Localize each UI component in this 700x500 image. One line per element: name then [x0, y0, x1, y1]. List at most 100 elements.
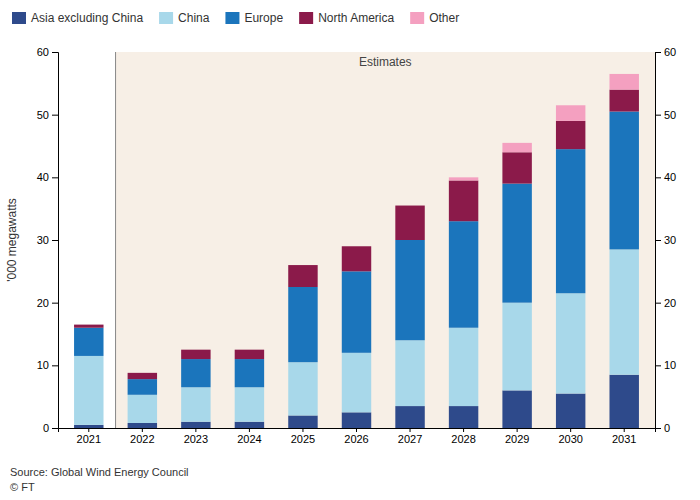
- bar-segment: [74, 325, 103, 328]
- bar-segment: [128, 373, 157, 379]
- tick-mark: [52, 428, 58, 429]
- bar-segment: [449, 406, 478, 428]
- legend-item: Asia excluding China: [12, 11, 143, 25]
- tick: 40: [37, 171, 58, 183]
- tick: 2030: [558, 428, 582, 445]
- bar-segment: [449, 180, 478, 221]
- bar-segment: [556, 105, 585, 121]
- bar-segment: [502, 143, 531, 152]
- tick: 2021: [77, 428, 101, 445]
- bar-segment: [235, 422, 264, 428]
- tick-label: 40: [664, 171, 676, 183]
- tick-mark: [410, 428, 411, 432]
- estimates-divider: [115, 52, 116, 428]
- y-axis: 0102030405060: [37, 46, 59, 434]
- plot-area: Estimates2021202220232024202520262027202…: [37, 46, 677, 445]
- legend-label: Other: [429, 11, 459, 25]
- tick-mark: [463, 428, 464, 432]
- tick-label: 40: [37, 171, 49, 183]
- series-1: [74, 249, 639, 424]
- tick-mark: [302, 428, 303, 432]
- tick: 2028: [451, 428, 475, 445]
- tick: 2025: [291, 428, 315, 445]
- tick-label: 2027: [398, 433, 422, 445]
- tick: 40: [655, 171, 676, 183]
- bar-segment: [288, 265, 317, 287]
- legend-item: North America: [299, 11, 394, 25]
- tick-label: 2028: [451, 433, 475, 445]
- legend-swatch: [159, 12, 173, 24]
- tick: 2023: [184, 428, 208, 445]
- bar-segment: [288, 362, 317, 415]
- tick: 2026: [344, 428, 368, 445]
- tick-label: 2025: [291, 433, 315, 445]
- tick: 2029: [505, 428, 529, 445]
- bar-segment: [342, 353, 371, 413]
- tick-mark: [655, 240, 661, 241]
- tick-label: 0: [43, 422, 49, 434]
- bar-segment: [128, 395, 157, 423]
- tick-mark: [52, 115, 58, 116]
- tick: 20: [37, 297, 58, 309]
- axis-line: [59, 429, 656, 433]
- bar-segment: [395, 206, 424, 240]
- tick: 60: [37, 46, 58, 58]
- tick-label: 2030: [558, 433, 582, 445]
- tick-mark: [52, 365, 58, 366]
- tick-mark: [249, 428, 250, 432]
- bar-segment: [502, 184, 531, 303]
- bar-segment: [235, 350, 264, 359]
- tick: 10: [655, 359, 676, 371]
- tick-label: 50: [664, 109, 676, 121]
- tick-mark: [655, 52, 661, 53]
- bar-segment: [181, 359, 210, 387]
- tick-label: 10: [664, 359, 676, 371]
- bar-segment: [235, 387, 264, 421]
- tick: 2024: [237, 428, 261, 445]
- tick-mark: [88, 428, 89, 432]
- bar-segment: [609, 112, 638, 250]
- tick-label: 2022: [130, 433, 154, 445]
- bar-segment: [556, 293, 585, 393]
- tick-mark: [356, 428, 357, 432]
- tick: 30: [655, 234, 676, 246]
- tick-mark: [52, 52, 58, 53]
- bar-segment: [288, 415, 317, 428]
- tick-label: 60: [37, 46, 49, 58]
- bar-segment: [235, 349, 264, 350]
- tick-label: 2029: [505, 433, 529, 445]
- bar-segment: [502, 390, 531, 428]
- bar-segment: [74, 328, 103, 356]
- tick-mark: [570, 428, 571, 432]
- legend-swatch: [299, 12, 313, 24]
- bar-segment: [181, 349, 210, 350]
- legend-swatch: [225, 12, 239, 24]
- bar-segment: [74, 425, 103, 428]
- legend-label: Asia excluding China: [31, 11, 143, 25]
- tick-label: 30: [664, 234, 676, 246]
- bars: [74, 74, 639, 428]
- legend-swatch: [12, 12, 26, 24]
- bar-segment: [342, 271, 371, 352]
- bar-segment: [128, 379, 157, 395]
- tick: 20: [655, 297, 676, 309]
- legend: Asia excluding ChinaChinaEuropeNorth Ame…: [12, 11, 459, 25]
- tick-label: 2023: [184, 433, 208, 445]
- bar-segment: [502, 303, 531, 391]
- bar-segment: [342, 246, 371, 271]
- tick: 2027: [398, 428, 422, 445]
- bar-segment: [128, 423, 157, 428]
- bar-segment: [181, 350, 210, 359]
- tick-label: 2024: [237, 433, 261, 445]
- footer-note: © FT: [10, 481, 35, 493]
- bar-segment: [609, 90, 638, 112]
- tick-label: 2026: [344, 433, 368, 445]
- bar-segment: [556, 394, 585, 428]
- tick-mark: [655, 365, 661, 366]
- estimates-region: [116, 52, 655, 428]
- y2-axis: 0102030405060: [655, 46, 676, 434]
- x-axis: 2021 2022 2023 2024 2025 2026 2027 2028 2029 2030…: [59, 428, 656, 445]
- tick: 10: [37, 359, 58, 371]
- bar-segment: [181, 387, 210, 421]
- tick-label: 20: [664, 297, 676, 309]
